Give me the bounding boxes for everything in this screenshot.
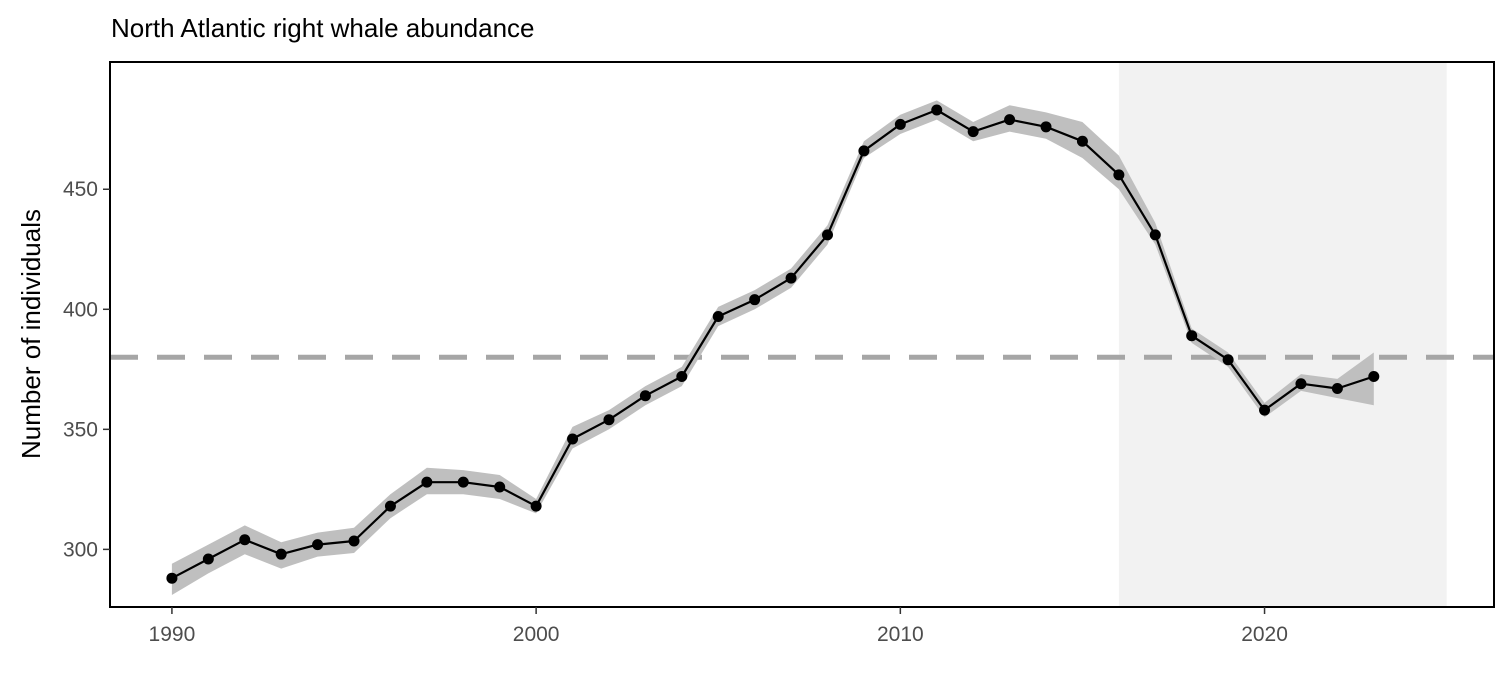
data-point-2009 <box>858 145 870 157</box>
y-tick-label-350: 350 <box>63 418 98 441</box>
confidence-band <box>171 100 1374 596</box>
data-point-2005 <box>712 310 724 322</box>
plot-frame-layer <box>109 61 1495 608</box>
x-tick-label-2010: 2010 <box>877 623 924 646</box>
data-point-1990 <box>166 572 178 584</box>
data-point-1991 <box>202 553 214 565</box>
data-point-2002 <box>603 414 615 426</box>
data-point-2017 <box>1149 229 1161 241</box>
data-points-layer <box>166 104 1380 584</box>
data-point-2018 <box>1186 330 1198 342</box>
y-tick-label-450: 450 <box>63 178 98 201</box>
data-point-2019 <box>1222 354 1234 366</box>
data-point-2000 <box>530 500 542 512</box>
y-tick-label-300: 300 <box>63 538 98 561</box>
data-point-1995 <box>348 535 360 547</box>
data-point-2008 <box>821 229 833 241</box>
axes-layer: 1990 2000 2010 2020 300 350 400 450 <box>63 178 1288 646</box>
y-axis-title: Number of individuals <box>16 209 46 459</box>
chart-title: North Atlantic right whale abundance <box>111 13 535 43</box>
data-point-1992 <box>239 534 251 546</box>
data-point-2006 <box>749 294 761 306</box>
data-point-2022 <box>1331 383 1343 395</box>
data-point-1998 <box>457 476 469 488</box>
data-point-1999 <box>494 481 506 493</box>
data-point-2010 <box>894 118 906 130</box>
data-point-2004 <box>676 371 688 383</box>
data-point-1994 <box>312 539 324 551</box>
shaded-region-layer <box>1118 62 1447 607</box>
data-point-2012 <box>967 126 979 138</box>
y-tick-label-400: 400 <box>63 298 98 321</box>
data-point-1997 <box>421 476 433 488</box>
data-point-1996 <box>384 500 396 512</box>
data-point-2023 <box>1368 371 1380 383</box>
data-point-2003 <box>639 390 651 402</box>
series-line-layer <box>171 108 1375 580</box>
confidence-band-layer <box>171 100 1374 596</box>
data-point-2021 <box>1295 378 1307 390</box>
x-tick-label-2000: 2000 <box>513 623 560 646</box>
data-point-2011 <box>931 104 943 116</box>
data-point-2007 <box>785 272 797 284</box>
series-line <box>171 108 1375 580</box>
x-tick-label-1990: 1990 <box>149 623 196 646</box>
data-point-2016 <box>1113 169 1125 181</box>
data-point-2020 <box>1259 404 1271 416</box>
x-tick-label-2020: 2020 <box>1241 623 1288 646</box>
plot-frame <box>109 61 1495 608</box>
data-point-2014 <box>1040 121 1052 133</box>
data-point-2013 <box>1004 114 1016 126</box>
data-point-1993 <box>275 548 287 560</box>
data-point-2015 <box>1076 135 1088 147</box>
shaded-region <box>1118 62 1447 607</box>
data-point-2001 <box>567 433 579 445</box>
